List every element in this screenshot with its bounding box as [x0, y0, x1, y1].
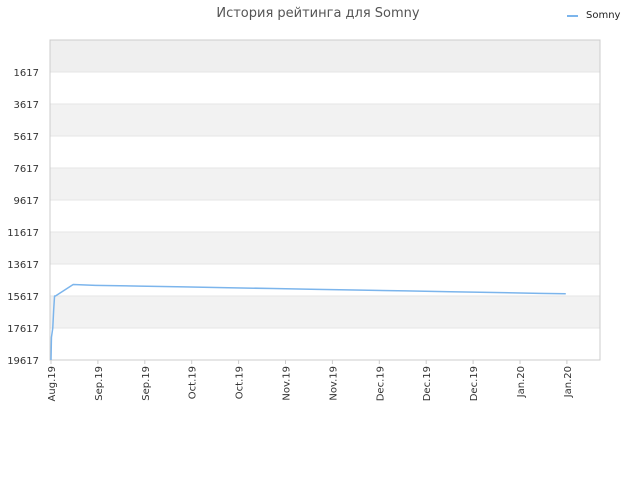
x-tick-label: Dec.19 — [422, 366, 433, 401]
plot-band — [50, 296, 600, 328]
x-tick-label: Jan.20 — [563, 366, 574, 398]
y-tick-label: 11617 — [7, 228, 39, 239]
x-tick-label: Aug.19 — [47, 366, 58, 401]
y-tick-label: 13617 — [7, 260, 39, 271]
y-tick-label: 15617 — [7, 292, 39, 303]
series-group — [50, 283, 566, 361]
x-tick-label: Sep.19 — [94, 366, 105, 401]
plot-area-border — [49, 39, 601, 361]
legend[interactable]: Somny — [567, 10, 621, 21]
y-tick-label: 3617 — [14, 100, 39, 111]
x-axis-tick-labels: Aug.19 Sep.19 Sep.19 Oct.19 Oct.19 Nov.19 Nov.… — [47, 360, 574, 401]
x-tick-label: Oct.19 — [188, 366, 199, 399]
y-tick-label: 19617 — [7, 356, 39, 367]
y-tick-label: 7617 — [14, 164, 39, 175]
y-tick-label: 17617 — [7, 324, 39, 335]
x-tick-label: Nov.19 — [282, 366, 293, 401]
x-tick-label: Dec.19 — [469, 366, 480, 401]
y-tick-label: 9617 — [14, 196, 39, 207]
x-tick-label: Sep.19 — [141, 366, 152, 401]
y-tick-label: 1617 — [14, 68, 39, 79]
chart-title: История рейтинга для Somny — [216, 6, 420, 21]
y-tick-label: 5617 — [14, 132, 39, 143]
y-axis-tick-labels: 1617 3617 5617 7617 9617 11617 13617 15617 17617… — [7, 68, 39, 367]
plot-bands — [50, 40, 600, 328]
x-tick-label: Nov.19 — [328, 366, 339, 401]
plot-band — [50, 104, 600, 136]
x-tick-label: Oct.19 — [235, 366, 246, 399]
legend-label-somny: Somny — [586, 10, 621, 21]
plot-band — [50, 232, 600, 264]
plot-band — [50, 40, 600, 72]
series-line-somny — [50, 283, 566, 361]
x-tick-label: Dec.19 — [375, 366, 386, 401]
plot-band — [50, 168, 600, 200]
x-tick-label: Jan.20 — [516, 366, 527, 398]
